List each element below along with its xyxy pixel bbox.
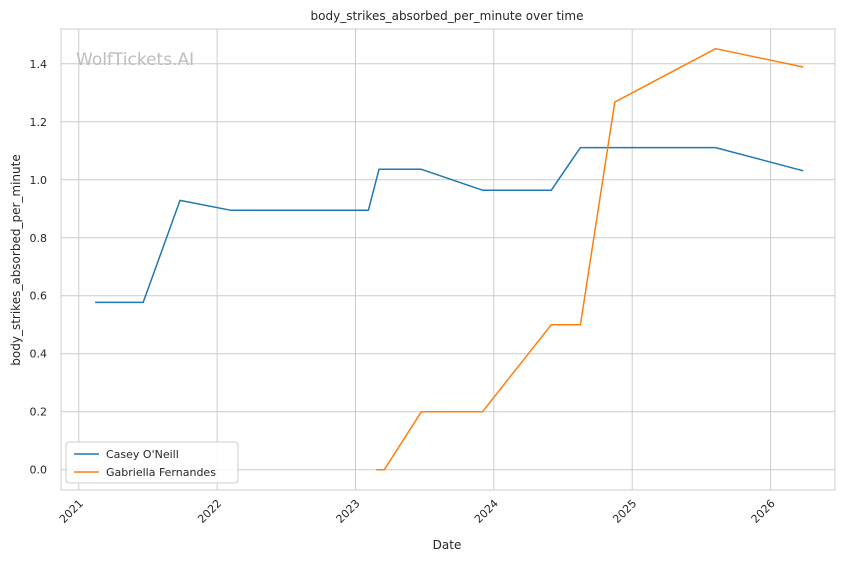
legend: Casey O'Neill Gabriella Fernandes [65, 441, 239, 484]
grid [61, 29, 835, 490]
y-tick-label: 1.4 [30, 58, 48, 71]
y-axis-label: body_strikes_absorbed_per_minute [9, 154, 23, 365]
plot-background [61, 29, 835, 490]
legend-entry-label: Casey O'Neill [106, 448, 179, 461]
y-axis-ticks: 0.0 0.2 0.4 0.6 0.8 1.0 1.2 1.4 [30, 58, 48, 477]
y-tick-label: 1.2 [30, 116, 48, 129]
series-line-1 [376, 47, 804, 471]
plot-frame [60, 28, 836, 491]
y-tick-label: 0.8 [30, 232, 48, 245]
y-tick-label: 0.6 [30, 290, 48, 303]
y-tick-label: 0.0 [30, 464, 48, 477]
watermark: WolfTickets.AI [76, 50, 194, 70]
plot-area [60, 28, 836, 491]
x-axis-label: Date [433, 538, 462, 552]
series-lines [95, 47, 804, 471]
legend-box [65, 441, 239, 484]
chart-title: body_strikes_absorbed_per_minute over ti… [311, 9, 584, 23]
legend-entry-label: Gabriella Fernandes [106, 466, 216, 479]
series-line-0 [95, 146, 804, 304]
y-tick-label: 1.0 [30, 174, 48, 187]
y-tick-label: 0.4 [30, 348, 48, 361]
y-tick-label: 0.2 [30, 406, 48, 419]
